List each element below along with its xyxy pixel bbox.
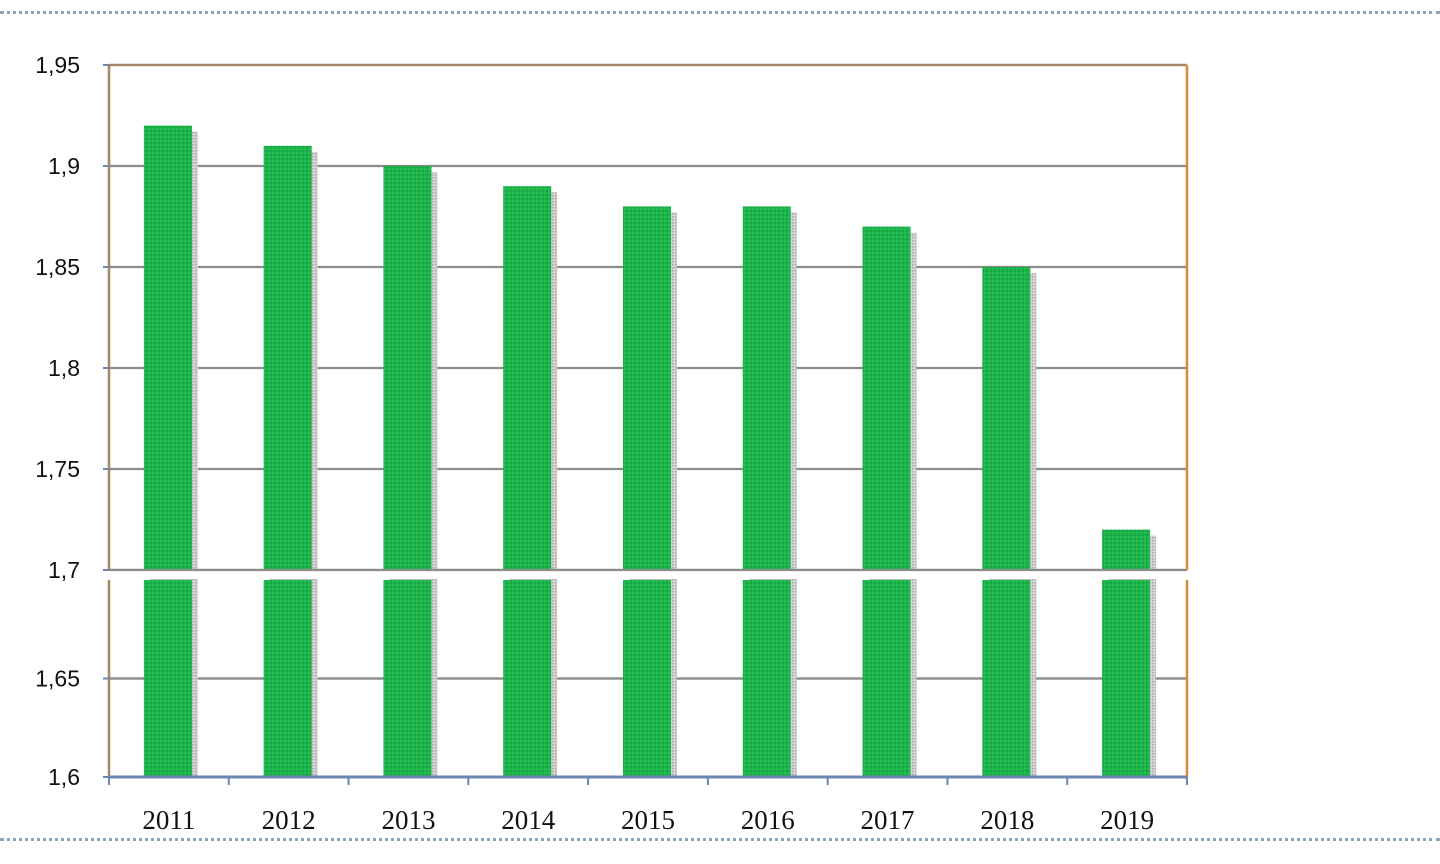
bar bbox=[982, 580, 1031, 777]
x-tick-label: 2019 bbox=[1100, 805, 1154, 835]
y-axis-ticks: 1,6 1,65 1,7 1,75 1,8 1,85 1,9 1,95 bbox=[35, 52, 80, 790]
bar bbox=[263, 580, 312, 777]
bars bbox=[143, 125, 1157, 778]
x-tick-label: 2014 bbox=[501, 805, 556, 835]
bar bbox=[982, 267, 1031, 570]
bar bbox=[383, 580, 432, 777]
x-tick-label: 2016 bbox=[741, 805, 795, 835]
x-tick-label: 2017 bbox=[861, 805, 915, 835]
y-tick-label: 1,75 bbox=[35, 456, 80, 482]
x-tick-label: 2011 bbox=[142, 805, 195, 835]
bar bbox=[263, 145, 312, 571]
y-tick-label: 1,6 bbox=[48, 764, 80, 790]
bar bbox=[623, 580, 671, 777]
bar bbox=[503, 186, 552, 570]
bar bbox=[862, 580, 911, 777]
axis-break-gap bbox=[105, 571, 1191, 579]
bar bbox=[1102, 580, 1151, 777]
plot-frame bbox=[103, 63, 1191, 785]
y-tick-label: 1,9 bbox=[48, 153, 80, 179]
x-tick-label: 2013 bbox=[381, 805, 435, 835]
bar bbox=[623, 206, 671, 570]
bottom-dotted-rule bbox=[0, 838, 1440, 841]
bar bbox=[742, 580, 791, 777]
bar bbox=[862, 226, 911, 570]
bar bbox=[143, 580, 192, 777]
y-tick-label: 1,95 bbox=[35, 52, 80, 78]
x-tick-label: 2018 bbox=[980, 805, 1034, 835]
top-dotted-rule bbox=[0, 11, 1440, 14]
y-tick-label: 1,8 bbox=[48, 355, 80, 381]
bar bbox=[383, 166, 432, 570]
bar bbox=[503, 580, 552, 777]
bar bbox=[742, 206, 791, 570]
x-tick-label: 2012 bbox=[262, 805, 316, 835]
y-tick-label: 1,7 bbox=[48, 557, 80, 583]
bar bbox=[143, 125, 192, 570]
y-tick-label: 1,65 bbox=[35, 666, 80, 692]
y-tick-label: 1,85 bbox=[35, 254, 80, 280]
x-tick-label: 2015 bbox=[621, 805, 675, 835]
bar bbox=[1102, 529, 1151, 570]
x-axis-ticks: 2011 2012 2013 2014 2015 2016 2017 2018 2019 bbox=[142, 805, 1154, 835]
